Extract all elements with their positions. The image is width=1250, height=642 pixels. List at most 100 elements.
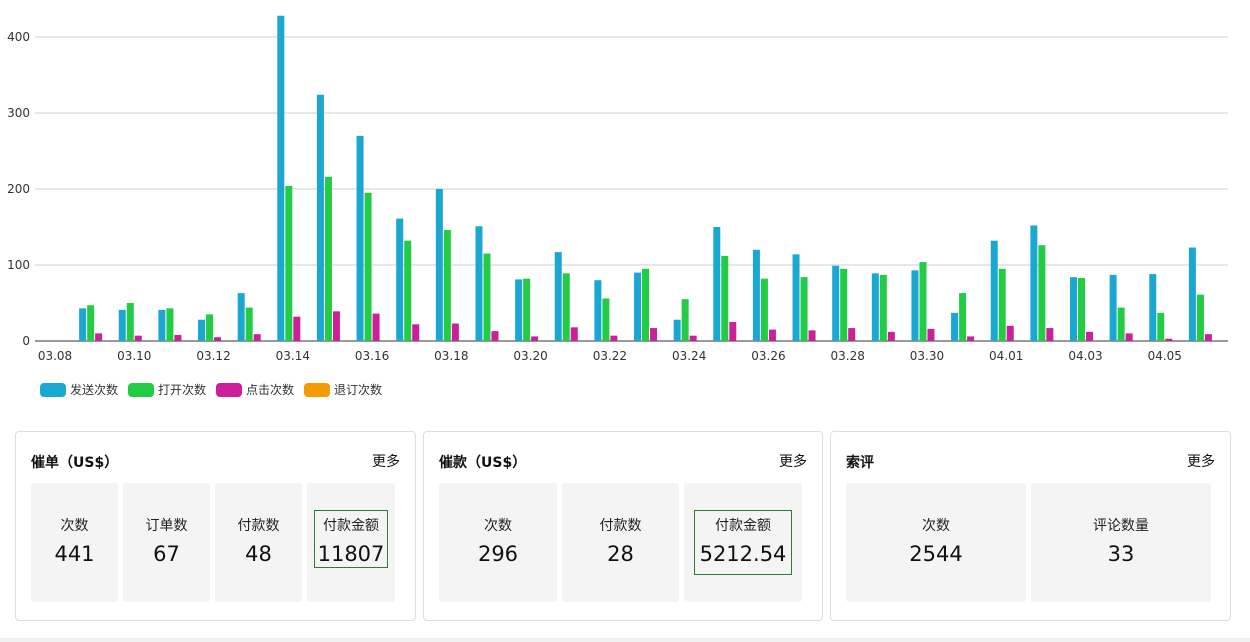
bar[interactable] <box>435 189 443 341</box>
bar[interactable] <box>451 323 459 341</box>
bar[interactable] <box>1125 333 1133 341</box>
bar[interactable] <box>650 328 658 341</box>
bar[interactable] <box>990 240 998 341</box>
bar[interactable] <box>570 327 578 341</box>
bar[interactable] <box>959 293 967 341</box>
bar[interactable] <box>1006 325 1014 341</box>
bar[interactable] <box>515 279 523 341</box>
bar[interactable] <box>1196 294 1204 341</box>
bar[interactable] <box>237 293 245 341</box>
bar[interactable] <box>554 252 562 341</box>
bar[interactable] <box>483 253 491 341</box>
bar[interactable] <box>792 254 800 341</box>
bar[interactable] <box>324 176 332 341</box>
bar[interactable] <box>475 226 483 341</box>
bar[interactable] <box>245 307 253 341</box>
bar[interactable] <box>808 330 816 341</box>
bar[interactable] <box>594 280 602 341</box>
more-link[interactable]: 更多 <box>372 454 400 470</box>
bar[interactable] <box>1109 274 1117 341</box>
bar[interactable] <box>206 314 214 341</box>
bar[interactable] <box>253 334 261 341</box>
bar[interactable] <box>634 272 642 341</box>
bar[interactable] <box>1085 331 1093 341</box>
bar[interactable] <box>1165 338 1173 341</box>
bar[interactable] <box>871 273 879 341</box>
bar[interactable] <box>316 94 324 341</box>
stat-card-count: 次数 2544 <box>846 483 1026 602</box>
bar[interactable] <box>800 277 808 341</box>
bar[interactable] <box>332 311 340 341</box>
bar[interactable] <box>214 337 222 341</box>
bar[interactable] <box>364 192 372 341</box>
bar[interactable] <box>1204 334 1212 341</box>
bar[interactable] <box>1046 328 1054 341</box>
stat-card-count: 次数 296 <box>439 483 557 602</box>
bar[interactable] <box>1157 312 1165 341</box>
bar[interactable] <box>1149 274 1157 341</box>
bar[interactable] <box>1188 247 1196 341</box>
bar[interactable] <box>118 309 126 341</box>
bar[interactable] <box>1030 225 1038 341</box>
bar[interactable] <box>134 335 142 341</box>
bar[interactable] <box>927 328 935 341</box>
panel-title: 催款（US$） <box>439 455 527 471</box>
bar[interactable] <box>610 335 618 341</box>
bar[interactable] <box>285 185 293 341</box>
bar[interactable] <box>832 265 840 341</box>
bar[interactable] <box>404 240 412 341</box>
bar[interactable] <box>372 313 380 341</box>
bar[interactable] <box>166 308 174 341</box>
legend-item-unsubscribe[interactable]: 退订次数 <box>304 381 382 398</box>
bar[interactable] <box>1069 277 1077 341</box>
bar[interactable] <box>689 335 697 341</box>
bar[interactable] <box>951 312 959 341</box>
bar[interactable] <box>760 278 768 341</box>
bar[interactable] <box>879 274 887 341</box>
bar[interactable] <box>174 334 182 341</box>
bar[interactable] <box>967 336 975 341</box>
bar[interactable] <box>198 319 206 341</box>
bar[interactable] <box>911 270 919 341</box>
bar[interactable] <box>673 319 681 341</box>
bar[interactable] <box>293 316 301 341</box>
bar[interactable] <box>840 268 848 341</box>
bar[interactable] <box>721 255 729 341</box>
bar[interactable] <box>277 15 285 341</box>
bar[interactable] <box>531 336 539 341</box>
bar[interactable] <box>713 227 721 341</box>
more-link[interactable]: 更多 <box>779 454 807 470</box>
bar[interactable] <box>87 305 95 341</box>
bar[interactable] <box>356 135 364 341</box>
bar[interactable] <box>887 331 895 341</box>
bar[interactable] <box>1077 277 1085 341</box>
legend-swatch-unsubscribe <box>304 382 331 397</box>
legend-item-click[interactable]: 点击次数 <box>216 381 294 398</box>
stat-value: 48 <box>245 542 272 566</box>
bar[interactable] <box>158 309 166 341</box>
legend-item-send[interactable]: 发送次数 <box>40 381 118 398</box>
bar[interactable] <box>443 230 451 341</box>
bar[interactable] <box>523 278 531 341</box>
bar[interactable] <box>79 308 87 341</box>
bar[interactable] <box>642 268 650 341</box>
bar[interactable] <box>729 322 737 341</box>
bar[interactable] <box>848 328 856 341</box>
bar[interactable] <box>412 324 420 341</box>
bar[interactable] <box>998 268 1006 341</box>
bar[interactable] <box>681 299 689 341</box>
bar[interactable] <box>752 249 760 341</box>
bar[interactable] <box>95 333 103 341</box>
more-link[interactable]: 更多 <box>1187 454 1215 470</box>
bar[interactable] <box>491 331 499 341</box>
bar[interactable] <box>1038 245 1046 341</box>
bar[interactable] <box>602 298 610 341</box>
bar[interactable] <box>126 303 134 341</box>
bar[interactable] <box>1117 307 1125 341</box>
bar[interactable] <box>768 329 776 341</box>
bar[interactable] <box>396 218 404 341</box>
bar[interactable] <box>562 273 570 341</box>
legend-item-open[interactable]: 打开次数 <box>128 381 206 398</box>
bar-chart: 0 100 200 300 400 03.08 03.10 03.12 03.14 03.16 03… <box>7 15 1228 398</box>
bar[interactable] <box>919 261 927 341</box>
